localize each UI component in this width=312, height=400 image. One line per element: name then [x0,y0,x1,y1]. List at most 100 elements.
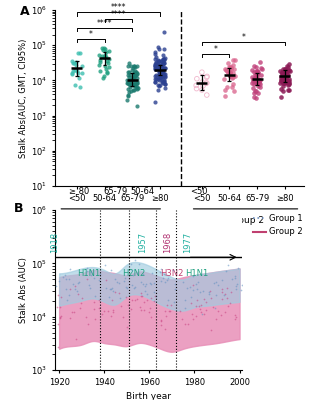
Point [134,270,139,276]
Point [209,326,214,333]
Point [160,66,165,73]
Point [130,76,135,83]
Point [124,80,129,86]
Point [127,76,132,83]
Point [129,266,134,273]
Point [102,308,107,314]
Point [148,294,153,301]
Point [283,66,288,73]
Point [220,296,225,302]
Point [153,76,158,82]
Point [155,62,160,68]
Point [224,68,229,75]
Point [133,72,138,78]
Point [161,52,166,59]
Point [160,275,165,282]
Point [156,71,161,77]
Point [102,52,107,58]
Point [160,69,165,76]
Point [118,303,123,310]
Point [126,72,131,78]
Point [284,70,289,77]
Point [156,76,161,83]
Point [252,76,257,82]
Point [158,82,163,88]
Legend: Group 1, Group 2: Group 1, Group 2 [250,211,306,240]
Point [100,75,105,81]
Text: ****: **** [111,10,126,19]
Text: B: B [13,202,23,215]
Point [278,73,283,80]
Text: *: * [89,30,93,39]
Point [226,262,231,268]
Point [232,316,237,322]
Point [229,276,234,283]
Point [153,62,158,68]
Point [249,74,254,80]
Point [232,88,237,94]
Point [161,71,166,78]
Point [167,307,172,314]
Point [278,86,283,93]
Text: ****: **** [111,4,126,12]
Point [281,79,286,86]
Point [78,300,83,306]
Point [132,284,137,291]
Point [149,270,154,276]
Point [105,60,110,66]
Point [132,83,137,90]
Point [56,344,61,351]
Point [105,70,110,76]
Point [284,68,289,74]
Point [156,58,161,64]
Point [233,314,238,320]
Point [278,74,283,81]
Point [134,75,139,81]
Text: Group 1: Group 1 [93,216,129,225]
Point [65,297,70,303]
Point [130,67,135,74]
Point [285,86,290,93]
Point [107,286,112,292]
Point [278,68,283,74]
Point [162,85,167,92]
Point [255,75,260,82]
Point [135,84,140,91]
Point [249,66,254,73]
Point [131,63,136,69]
Point [70,70,75,76]
Point [64,286,69,292]
Point [158,317,163,324]
Point [133,79,138,86]
Point [252,81,257,87]
Point [170,267,175,273]
Point [155,74,160,80]
Point [129,63,134,69]
Point [283,80,288,87]
Point [185,285,190,291]
Text: 1957: 1957 [138,232,147,254]
Point [55,292,60,298]
Point [126,60,131,66]
Point [279,70,284,76]
Point [280,78,285,84]
Point [151,280,156,286]
Point [211,304,216,310]
Point [194,302,199,309]
Point [76,279,81,286]
Point [96,304,101,311]
Point [260,66,265,72]
Point [164,277,169,283]
Point [110,309,115,315]
Point [224,67,229,74]
Point [125,79,130,86]
Point [167,308,172,314]
Point [152,289,157,295]
Point [253,88,258,94]
Point [198,302,203,308]
Point [250,80,255,86]
Point [72,283,77,289]
Point [165,297,170,303]
Point [134,62,139,69]
Point [72,60,77,67]
